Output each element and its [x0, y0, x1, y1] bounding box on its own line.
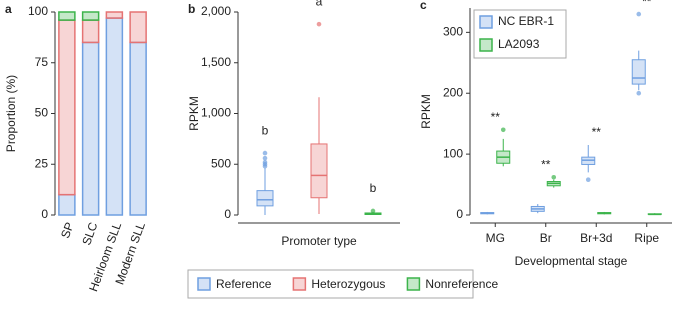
- panel-label: a: [5, 2, 12, 16]
- x-tick-label: SLC: [79, 220, 100, 247]
- outlier: [500, 127, 506, 133]
- group-label: b: [370, 181, 377, 195]
- outlier: [370, 208, 376, 214]
- legend-swatch: [406, 277, 421, 291]
- y-tick-label: 25: [35, 156, 49, 170]
- outlier: [551, 174, 557, 180]
- outlier: [636, 11, 642, 17]
- y-tick-label: 0: [456, 207, 463, 221]
- bar-segment: [58, 193, 76, 216]
- significance: **: [642, 0, 652, 8]
- y-tick-label: 300: [443, 25, 463, 39]
- bar-segment: [58, 19, 76, 196]
- box: [631, 59, 646, 85]
- bar-segment: [81, 41, 100, 216]
- bar-segment: [105, 17, 124, 216]
- y-tick-label: 200: [443, 85, 463, 99]
- panel-label: c: [420, 0, 427, 12]
- y-tick-label: 2,000: [201, 4, 231, 18]
- y-tick-label: 75: [35, 55, 49, 69]
- legend-label: Heterozygous: [311, 277, 385, 291]
- y-tick-label: 100: [28, 4, 48, 18]
- legend-swatch: [479, 15, 493, 29]
- outlier: [316, 21, 322, 27]
- x-axis-label: Promoter type: [281, 234, 357, 248]
- box: [310, 143, 328, 199]
- outlier: [262, 150, 268, 156]
- y-tick-label: 1,500: [201, 55, 231, 69]
- legend: Reference Heterozygous Nonreference: [187, 269, 498, 299]
- y-tick-label: 50: [35, 106, 49, 120]
- outlier: [262, 159, 268, 165]
- y-tick-label: 1,000: [201, 106, 231, 120]
- y-tick-label: 0: [224, 207, 231, 221]
- outlier: [636, 90, 642, 96]
- y-axis-label: RPKM: [187, 96, 201, 131]
- legend-frame: [187, 269, 474, 299]
- x-tick-label: MG: [486, 231, 505, 245]
- bar-segment: [81, 11, 100, 21]
- legend-label: Nonreference: [425, 277, 498, 291]
- bar-segment: [129, 11, 147, 44]
- x-tick-label: SP: [58, 220, 77, 240]
- legend-swatch: [197, 277, 211, 291]
- legend-label: LA2093: [498, 37, 540, 51]
- bar-segment: [129, 41, 147, 216]
- y-tick-label: 500: [211, 156, 231, 170]
- x-axis-label: Developmental stage: [515, 254, 628, 268]
- group-label: b: [262, 123, 269, 137]
- y-axis-label: Proportion (%): [4, 75, 18, 152]
- box: [256, 190, 274, 207]
- legend: NC EBR-1 LA2093: [473, 9, 567, 59]
- significance: **: [491, 110, 501, 124]
- x-tick-label: Br: [540, 231, 552, 245]
- legend-frame: [473, 9, 567, 59]
- legend-swatch: [479, 38, 493, 52]
- outlier: [585, 177, 591, 182]
- bar-segment: [58, 11, 76, 21]
- y-axis-label: RPKM: [419, 94, 433, 129]
- panel-label: b: [188, 2, 195, 16]
- outlier: [262, 155, 268, 161]
- x-tick-label: Br+3d: [580, 231, 612, 245]
- significance: **: [541, 157, 551, 171]
- x-tick-label: Ripe: [634, 231, 659, 245]
- significance: **: [592, 125, 602, 139]
- bar-segment: [105, 11, 124, 19]
- legend-swatch: [292, 277, 307, 291]
- legend-label: Reference: [216, 277, 272, 291]
- bar-segment: [81, 19, 100, 44]
- group-label: a: [316, 0, 323, 8]
- y-tick-label: 0: [41, 207, 48, 221]
- legend-label: NC EBR-1: [498, 14, 554, 28]
- y-tick-label: 100: [443, 146, 463, 160]
